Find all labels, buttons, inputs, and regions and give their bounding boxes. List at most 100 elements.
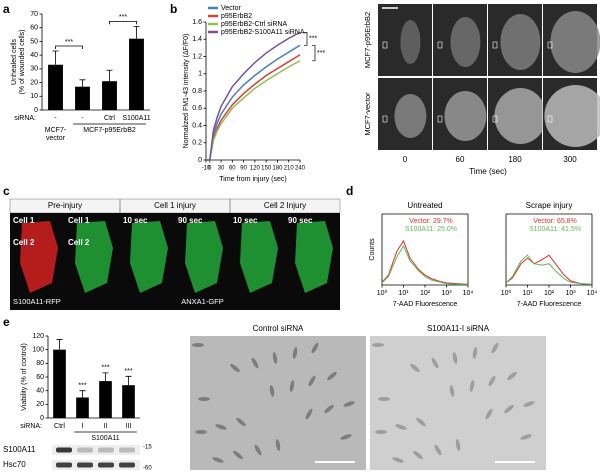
y-tick-label: 30 [30,66,38,73]
x-tick-label: 10¹ [398,290,409,297]
cell-signal [130,221,168,293]
x-axis-label: Time (sec) [469,167,507,176]
row-label: siRNA: [14,115,36,122]
blot-band [77,462,93,468]
cell [416,417,426,427]
tile-label: Cell 2 [68,238,90,247]
bar [129,38,144,110]
x-axis-label: 7-AAD Fluorescence [393,301,458,308]
x-tick-label: 180 [272,166,283,172]
legend-label: S100A11: 41.5% [529,226,581,233]
time-label: 180 [508,155,522,164]
chart-title: Scrape injury [526,201,573,210]
cell [372,343,384,347]
cell [324,404,334,414]
cell [275,439,281,451]
roi-box [492,41,498,49]
series-line [505,254,593,285]
cell [491,342,499,354]
significance-bracket [312,44,316,62]
error-bar [106,69,113,82]
panel-label: b [170,2,177,16]
cell [192,343,204,347]
error-bar [133,25,140,39]
cell-signal [394,94,427,138]
x-tick-label: 120 [250,166,261,172]
tile-label: 10 sec [233,216,258,225]
cell [449,385,455,397]
tile-label: 10 sec [123,216,148,225]
micrograph-title: S100A11-I siRNA [427,324,490,333]
group-label: MCF7- [45,127,67,134]
tile-label: Cell 1 [68,216,90,225]
channel-label: ANXA1-GFP [181,297,224,306]
y-tick-label: 20 [36,401,44,408]
significance-label: *** [65,39,73,46]
bar [102,81,117,110]
cell [327,371,337,381]
cell-signal [240,221,278,293]
roi-box [547,115,553,123]
x-tick-label: - [81,115,84,122]
y-tick-label: 50 [30,38,38,45]
x-tick-label: 210 [284,166,295,172]
cell [520,434,532,440]
cell [272,352,278,364]
tile-label: Cell 2 [13,238,35,247]
legend-label: Vector: 29.7% [409,218,453,225]
x-tick-label: 0 [208,166,212,172]
x-tick-label: 30 [218,166,225,172]
y-axis-label: (% of wounded cells) [19,30,26,95]
x-axis-label: 7-AAD Fluorescence [517,301,582,308]
roi-box [437,115,443,123]
cell [195,430,207,434]
series-line [505,254,593,285]
x-axis-label: Time from injury (sec) [219,176,286,183]
x-tick-label: Ctrl [54,423,65,430]
series-line [381,239,469,285]
series-line [206,60,301,161]
significance-bracket [304,32,308,46]
x-tick-label: 10¹ [522,290,533,297]
cell-signal [20,221,58,293]
significance-label: *** [124,368,132,375]
y-tick-label: 10 [30,93,38,100]
cell [488,375,496,387]
y-tick-label: 0 [34,107,38,114]
y-axis-label: Unhealed cells [11,39,18,85]
bar [53,349,66,418]
y-tick-label: 0 [198,157,202,164]
cell [254,444,262,456]
blot-band [77,447,93,453]
y-tick-label: 120 [32,333,44,340]
cell [455,439,461,451]
cell [215,424,227,430]
row-label: siRNA: [20,423,42,430]
marker-label: -60 [143,466,152,472]
y-tick-label: 0.2 [192,140,202,147]
significance-bracket [55,45,83,50]
y-tick-label: 70 [30,11,38,18]
blot-band [56,462,72,468]
cell [269,385,275,397]
legend-label: p95ErbB2 [221,13,252,20]
y-tick-label: 60 [30,25,38,32]
time-label: 0 [403,155,408,164]
legend-label: S100A11: 25.0% [405,226,457,233]
y-tick-label: 0 [40,415,44,422]
cell [413,450,423,460]
group-label: MCF7-p95ErbB2 [83,127,136,134]
series-line [206,31,301,161]
blot-band [119,447,135,453]
x-tick-label: -10 [202,166,211,172]
bar [48,64,63,110]
x-tick-label: 10⁴ [463,290,474,297]
cell [292,347,298,359]
cell [469,380,475,392]
blot-band [119,462,135,468]
group-label: vector [46,135,66,142]
bar [99,381,112,418]
cell [343,401,355,407]
legend-label: Vector: 65.8% [533,218,577,225]
